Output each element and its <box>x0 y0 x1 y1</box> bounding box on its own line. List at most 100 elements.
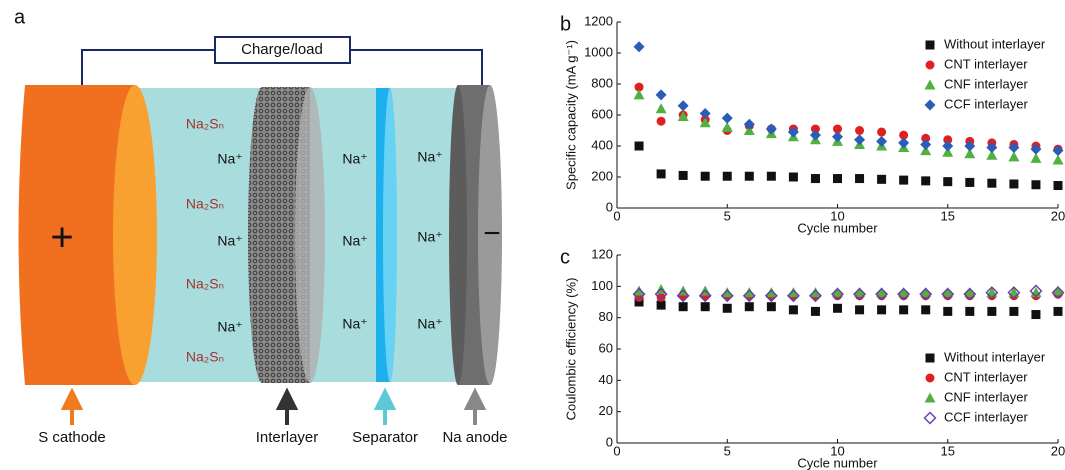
marker <box>854 287 866 298</box>
marker <box>925 373 935 383</box>
interlayer-face <box>295 87 325 383</box>
marker <box>897 287 911 301</box>
marker <box>898 137 910 149</box>
marker <box>853 287 867 301</box>
marker <box>634 297 644 307</box>
marker <box>1052 145 1064 157</box>
ion-label: Na⁺ <box>417 316 442 332</box>
marker <box>633 89 645 100</box>
marker <box>943 306 953 316</box>
marker <box>987 306 997 316</box>
marker <box>633 285 645 296</box>
y-tick-label: 0 <box>606 434 613 449</box>
marker <box>698 289 712 303</box>
minus-sign: − <box>483 217 501 250</box>
x-tick-label: 10 <box>830 208 844 223</box>
marker <box>986 149 998 160</box>
legend-label: Without interlayer <box>944 36 1046 51</box>
marker <box>678 302 688 312</box>
marker <box>920 145 932 156</box>
marker <box>1008 142 1020 154</box>
marker <box>920 287 932 298</box>
marker <box>1031 180 1041 190</box>
arrow <box>373 387 397 425</box>
marker <box>925 60 935 70</box>
marker <box>943 177 953 187</box>
y-tick-label: 60 <box>599 340 613 355</box>
marker <box>963 287 977 301</box>
marker <box>986 287 998 298</box>
marker <box>699 107 711 119</box>
marker <box>920 138 932 150</box>
marker <box>876 135 888 147</box>
marker <box>721 287 733 298</box>
marker <box>924 392 936 403</box>
legend-label: CNT interlayer <box>944 56 1028 71</box>
marker <box>831 287 844 301</box>
marker <box>965 306 975 316</box>
marker <box>743 125 755 135</box>
ion-label: Na₂Sₙ <box>186 276 224 292</box>
marker <box>965 177 975 187</box>
marker <box>634 82 644 92</box>
x-tick-label: 0 <box>613 208 620 223</box>
ion-label: Na⁺ <box>217 233 242 249</box>
cathode-face <box>113 85 157 385</box>
ion-label: Na₂Sₙ <box>186 116 224 132</box>
cathode-body <box>18 85 135 385</box>
ion-label: Na⁺ <box>342 233 367 249</box>
marker <box>654 287 668 301</box>
marker <box>766 302 776 312</box>
marker <box>899 305 909 315</box>
marker <box>875 287 889 301</box>
marker <box>765 123 777 135</box>
marker <box>987 178 997 188</box>
marker <box>1053 306 1063 316</box>
marker <box>925 40 935 50</box>
marker <box>1052 285 1064 296</box>
marker <box>854 134 866 146</box>
panel-label: a <box>14 6 26 28</box>
interlayer-back <box>248 87 276 383</box>
marker <box>786 289 800 303</box>
marker <box>743 287 755 298</box>
marker <box>832 287 843 298</box>
x-tick-label: 20 <box>1051 443 1065 458</box>
ion-label: Na⁺ <box>217 151 242 167</box>
marker <box>656 169 666 179</box>
marker <box>925 353 935 363</box>
legend-label: CNF interlayer <box>944 389 1028 404</box>
marker <box>810 124 820 134</box>
y-tick-label: 200 <box>591 168 613 183</box>
marker <box>921 305 931 315</box>
marker <box>764 289 778 303</box>
arrow <box>463 387 487 425</box>
ion-label: Na⁺ <box>417 149 442 165</box>
x-tick-label: 10 <box>830 443 844 458</box>
marker <box>810 174 820 184</box>
ion-label: Na⁺ <box>342 151 367 167</box>
marker <box>833 174 842 184</box>
marker <box>1029 284 1043 298</box>
y-tick-label: 600 <box>591 106 613 121</box>
marker <box>788 305 798 315</box>
marker <box>678 170 688 180</box>
y-tick-label: 1000 <box>584 44 613 59</box>
x-tick-label: 0 <box>613 443 620 458</box>
marker <box>942 146 954 157</box>
panel-label: b <box>560 13 571 35</box>
y-tick-label: 20 <box>599 403 613 418</box>
marker <box>1031 310 1041 320</box>
marker <box>634 141 644 151</box>
y-tick-label: 40 <box>599 372 613 387</box>
marker <box>941 287 955 301</box>
marker <box>921 133 931 143</box>
marker <box>877 174 887 184</box>
marker <box>1030 143 1042 155</box>
y-tick-label: 800 <box>591 75 613 90</box>
marker <box>809 129 821 141</box>
x-axis-label: Cycle number <box>797 220 878 235</box>
x-tick-label: 5 <box>724 443 731 458</box>
marker <box>700 302 710 312</box>
arrow <box>275 387 299 425</box>
